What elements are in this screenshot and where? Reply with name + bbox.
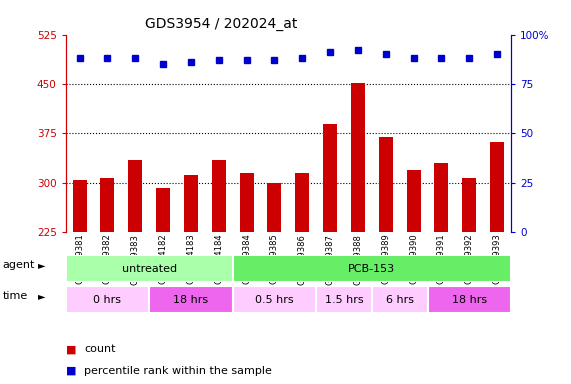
Bar (100, 178, 114, 381)
Bar (295, 173, 309, 381)
Bar (66, 286, 149, 313)
Bar (428, 286, 511, 313)
Bar (316, 286, 372, 313)
Bar (435, 163, 448, 381)
Text: percentile rank within the sample: percentile rank within the sample (84, 366, 272, 376)
Bar (233, 286, 316, 313)
Text: GDS3954 / 202024_at: GDS3954 / 202024_at (146, 17, 297, 31)
Text: time: time (3, 291, 28, 301)
Bar (379, 137, 393, 381)
Bar (149, 286, 233, 313)
Bar (66, 255, 233, 282)
Bar (156, 188, 170, 381)
Bar (184, 175, 198, 381)
Text: count: count (84, 344, 115, 354)
Text: 0 hrs: 0 hrs (94, 295, 122, 305)
Bar (267, 183, 282, 381)
Bar (407, 170, 421, 381)
Bar (323, 124, 337, 381)
Text: ■: ■ (66, 344, 76, 354)
Text: ■: ■ (66, 366, 76, 376)
Text: 0.5 hrs: 0.5 hrs (255, 295, 293, 305)
Bar (463, 178, 476, 381)
Text: ►: ► (38, 260, 46, 270)
Text: 1.5 hrs: 1.5 hrs (325, 295, 363, 305)
Text: 6 hrs: 6 hrs (385, 295, 414, 305)
Text: agent: agent (3, 260, 35, 270)
Bar (351, 83, 365, 381)
Bar (490, 142, 504, 381)
Text: 18 hrs: 18 hrs (174, 295, 208, 305)
Bar (128, 160, 142, 381)
Bar (212, 160, 226, 381)
Text: PCB-153: PCB-153 (348, 264, 396, 274)
Bar (73, 180, 87, 381)
Text: 18 hrs: 18 hrs (452, 295, 487, 305)
Text: ►: ► (38, 291, 46, 301)
Bar (372, 286, 428, 313)
Bar (240, 173, 254, 381)
Bar (233, 255, 511, 282)
Text: untreated: untreated (122, 264, 177, 274)
